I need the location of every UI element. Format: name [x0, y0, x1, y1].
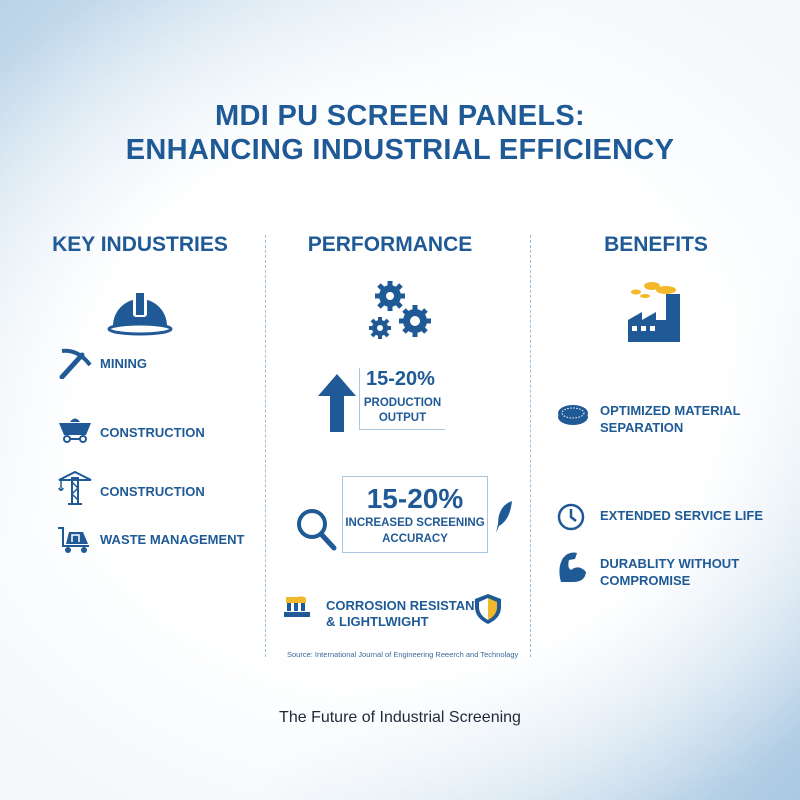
production-stat-box: 15-20% PRODUCTION OUTPUT: [359, 368, 445, 430]
feature-label: CORROSION RESISTANT & LIGHTLWIGHT: [326, 598, 483, 630]
title-line-1: MDI PU SCREEN PANELS:: [215, 100, 585, 132]
benefit-label: DURABLITY WITHOUT COMPROMISE: [600, 555, 739, 589]
benefit-label: EXTENDED SERVICE LIFE: [600, 508, 764, 523]
title-line-2: ENHANCING INDUSTRIAL EFFICIENCY: [125, 134, 675, 166]
feature-line-2: & LIGHTLWIGHT: [326, 614, 429, 629]
panel-icon: [284, 595, 312, 619]
benefit-line-2: SEPARATION: [600, 420, 684, 435]
gears-icon: [366, 278, 436, 344]
industry-label: MINING: [100, 356, 147, 371]
sieve-icon: [557, 403, 589, 427]
benefits-heading: BENEFITS: [604, 233, 708, 256]
benefit-label: OPTIMIZED MATERIAL SEPARATION: [600, 402, 741, 436]
column-divider: [530, 235, 531, 657]
column-divider: [265, 235, 266, 657]
feather-icon: [494, 500, 514, 534]
stat-value: 15-20%: [366, 483, 464, 514]
arrow-up-icon: [318, 374, 356, 432]
stat-label-1: INCREASED SCREENING: [345, 517, 485, 529]
factory-icon: [628, 282, 684, 344]
muscle-icon: [557, 550, 587, 584]
benefit-line-1: OPTIMIZED MATERIAL: [600, 403, 741, 418]
stat-label-1: PRODUCTION: [363, 397, 442, 409]
shield-icon: [474, 593, 502, 625]
crane-icon: [57, 470, 93, 506]
magnifier-icon: [296, 508, 338, 552]
performance-heading: PERFORMANCE: [307, 233, 473, 256]
footer-tagline: The Future of Industrial Screening: [279, 709, 521, 726]
source-note: Source: International Journal of Enginee…: [287, 650, 519, 659]
accuracy-stat-box: 15-20% INCREASED SCREENING ACCURACY: [342, 476, 488, 553]
clock-icon: [557, 503, 585, 531]
waste-cart-icon: [57, 526, 91, 554]
stat-value: 15-20%: [366, 368, 435, 390]
industry-label: CONSTRUCTION: [100, 425, 205, 440]
stat-label-2: ACCURACY: [382, 533, 448, 545]
mine-cart-icon: [58, 414, 92, 444]
benefit-line-2: COMPROMISE: [600, 573, 691, 588]
industry-label: WASTE MANAGEMENT: [100, 532, 245, 547]
pickaxe-icon: [58, 347, 92, 379]
benefit-line-1: DURABLITY WITHOUT: [600, 556, 740, 571]
feature-line-1: CORROSION RESISTANT: [326, 598, 483, 613]
industry-label: CONSTRUCTION: [100, 484, 205, 499]
stat-label-2: OUTPUT: [378, 412, 427, 424]
industries-heading: KEY INDUSTRIES: [52, 233, 228, 256]
hard-hat-icon: [107, 288, 173, 336]
